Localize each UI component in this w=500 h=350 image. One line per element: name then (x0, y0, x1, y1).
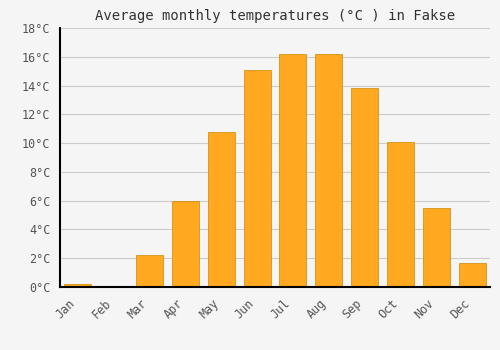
Bar (316, 54, 342, 287)
Bar (100, 286, 127, 287)
Bar (208, 132, 234, 287)
Bar (351, 89, 378, 287)
Bar (458, 262, 485, 287)
Bar (172, 201, 199, 287)
Bar (136, 256, 163, 287)
Bar (244, 70, 270, 287)
Bar (423, 208, 450, 287)
Bar (280, 54, 306, 287)
Bar (64, 284, 92, 287)
Bar (387, 142, 414, 287)
Title: Average monthly temperatures (°C ) in Fakse: Average monthly temperatures (°C ) in Fa… (95, 9, 455, 23)
